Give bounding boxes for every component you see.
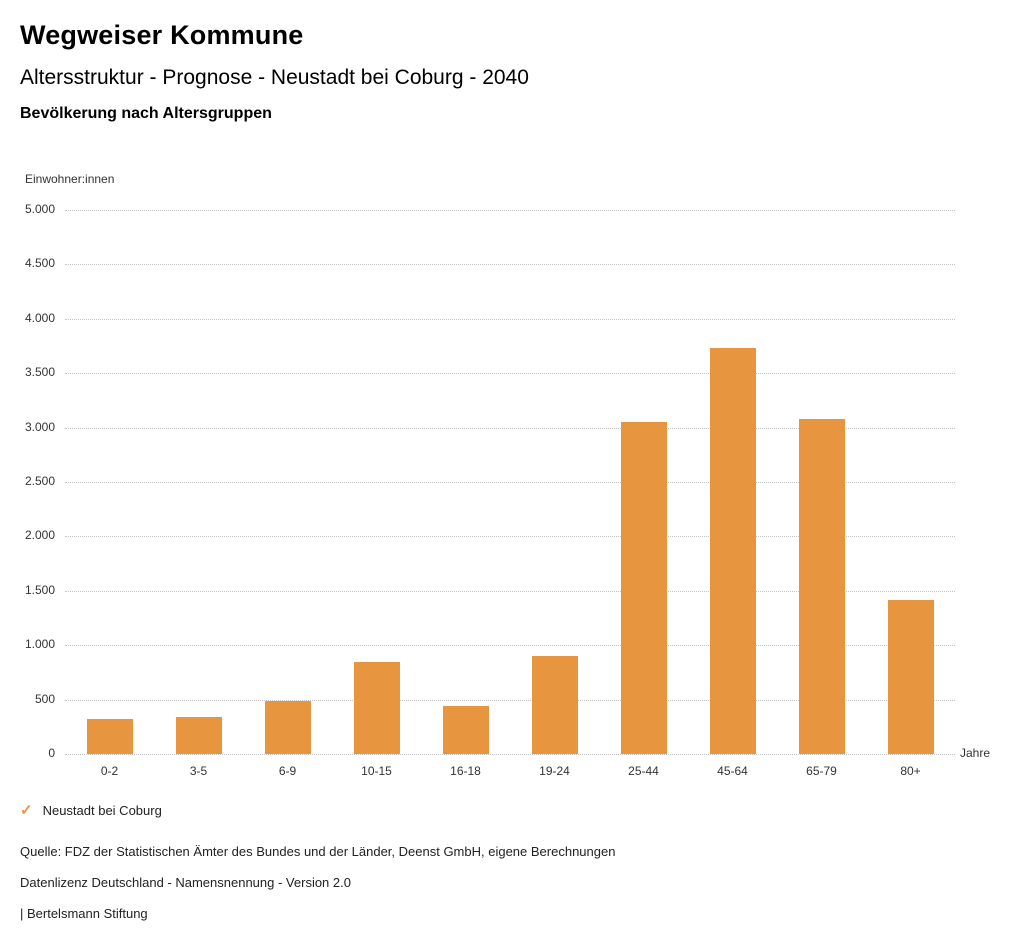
chart-bar-16-18[interactable]: [442, 706, 489, 754]
y-tick-label: 0: [48, 746, 55, 760]
gridline: [65, 645, 955, 647]
gridline: [65, 536, 955, 538]
x-tick-label: 6-9: [278, 764, 297, 778]
chart-bar-25-44[interactable]: [620, 422, 667, 754]
gridline: [65, 210, 955, 211]
app-title: Wegweiser Kommune: [20, 20, 304, 50]
x-tick-label: 65-79: [806, 764, 837, 778]
page-title: Altersstruktur - Prognose - Neustadt bei…: [20, 66, 529, 89]
gridline: [65, 318, 955, 320]
source-line: Quelle: FDZ der Statistischen Ämter des …: [20, 844, 616, 859]
bar-column: [688, 210, 777, 754]
brand-line: | Bertelsmann Stiftung: [20, 906, 148, 921]
chart-bar-3-5[interactable]: [175, 717, 222, 754]
gridline: [65, 754, 955, 755]
y-tick-label: 1.000: [24, 637, 55, 652]
gridline: [65, 264, 955, 266]
legend-item[interactable]: ✓ Neustadt bei Coburg: [20, 803, 162, 818]
bar-column: [777, 210, 866, 754]
x-tick-label: 16-18: [450, 764, 481, 778]
y-tick-label: 2.000: [24, 528, 55, 543]
gridline: [65, 482, 955, 483]
chart-bar-0-2[interactable]: [86, 719, 133, 754]
gridline: [65, 373, 955, 375]
bar-column: [154, 210, 243, 754]
bar-column: [599, 210, 688, 754]
chart-bar-19-24[interactable]: [531, 656, 578, 754]
bar-column: [510, 210, 599, 754]
x-tick-label: 19-24: [539, 764, 570, 778]
y-tick-label: 3.500: [24, 365, 55, 380]
y-axis-title: Einwohner:innen: [25, 172, 115, 186]
bar-column: [332, 210, 421, 754]
y-tick-label: 500: [34, 691, 55, 706]
y-tick-label: 4.000: [24, 310, 55, 325]
chart-bar-45-64[interactable]: [709, 348, 756, 754]
chart-bar-65-79[interactable]: [798, 418, 845, 754]
bar-column: [421, 210, 510, 754]
checkmark-icon: ✓: [20, 802, 33, 819]
y-tick-label: 5.000: [24, 202, 55, 216]
bar-column: [866, 210, 955, 754]
chart-subtitle: Bevölkerung nach Altersgruppen: [20, 105, 272, 122]
chart-bar-6-9[interactable]: [264, 700, 311, 754]
x-tick-label: 80+: [900, 764, 921, 778]
bars-container: [65, 210, 955, 754]
x-tick-label: 25-44: [628, 764, 659, 778]
gridline: [65, 699, 955, 701]
x-axis-title: Jahre: [960, 746, 991, 760]
legend-label: Neustadt bei Coburg: [42, 803, 162, 818]
bar-column: [243, 210, 332, 754]
x-tick-label: 10-15: [361, 764, 392, 778]
x-axis: 0-2 3-5 6-9 10-15 16-18 19-24 25-44 45-64 65-79 8…: [65, 764, 955, 778]
gridline: [65, 590, 955, 592]
y-tick-label: 4.500: [24, 256, 55, 271]
bar-chart-plot-area: 0 500 1.000 1.500 2.000 2.500 3.000 3.500 4.000 4…: [25, 202, 955, 760]
y-tick-label: 1.500: [24, 582, 55, 597]
license-line: Datenlizenz Deutschland - Namensnennung …: [20, 875, 351, 890]
y-tick-label: 2.500: [24, 474, 55, 488]
x-tick-label: 0-2: [100, 764, 119, 778]
chart-bar-10-15[interactable]: [353, 661, 400, 754]
gridline: [65, 427, 955, 429]
chart-bar-80+[interactable]: [887, 599, 934, 754]
x-tick-label: 3-5: [189, 764, 208, 778]
x-tick-label: 45-64: [717, 764, 748, 778]
y-tick-label: 3.000: [24, 419, 55, 434]
bar-column: [65, 210, 154, 754]
